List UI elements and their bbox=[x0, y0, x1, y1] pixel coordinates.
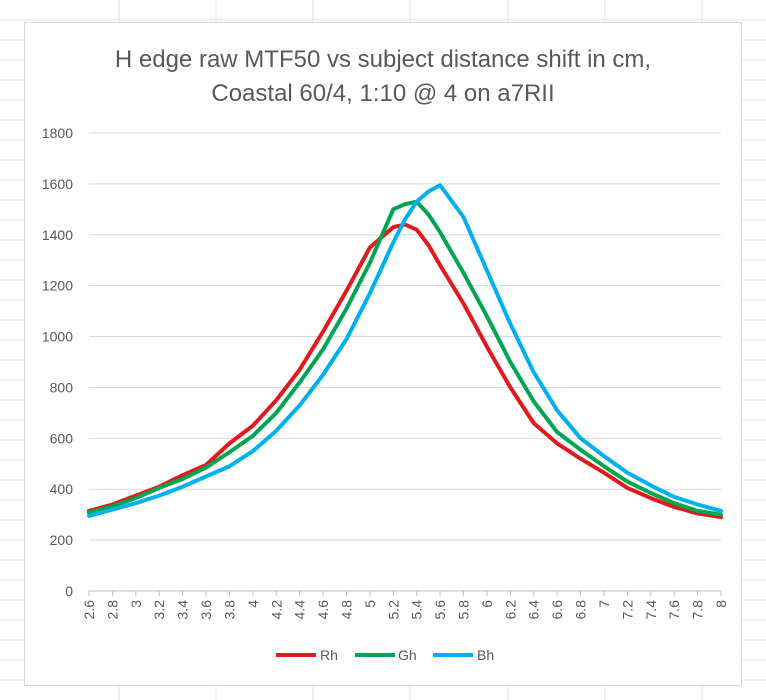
x-tick-label: 4 bbox=[245, 600, 261, 608]
x-tick-label: 4.6 bbox=[315, 600, 331, 620]
y-tick-label: 800 bbox=[50, 379, 74, 395]
x-tick-label: 5.6 bbox=[432, 600, 448, 620]
series-line-rh bbox=[87, 222, 723, 520]
x-tick-label: 2.8 bbox=[104, 600, 120, 620]
x-axis-tick-labels: 2.6 2.8 3 3.2 3.4 3.6 3.8 4 4.2 4.4 4.6 4.8 5 5.2 5.4 5… bbox=[81, 591, 729, 619]
y-tick-label: 1400 bbox=[42, 227, 73, 243]
chart-title-line-2: Coastal 60/4, 1:10 @ 4 on a7RII bbox=[211, 80, 554, 107]
y-tick-label: 1600 bbox=[42, 176, 73, 192]
x-tick-label: 3.2 bbox=[151, 600, 167, 620]
x-tick-label: 2.6 bbox=[81, 600, 97, 620]
x-tick-label: 6.8 bbox=[573, 600, 589, 620]
horizontal-gridlines bbox=[89, 132, 721, 592]
x-tick-label: 5 bbox=[362, 600, 378, 608]
y-tick-label: 1800 bbox=[42, 125, 73, 141]
legend-label-rh: Rh bbox=[320, 647, 338, 663]
y-tick-label: 1200 bbox=[42, 278, 73, 294]
x-tick-label: 5.4 bbox=[409, 600, 425, 620]
x-tick-label: 7 bbox=[596, 600, 612, 608]
legend-label-bh: Bh bbox=[477, 647, 494, 663]
x-tick-label: 6 bbox=[479, 600, 495, 608]
x-tick-label: 3 bbox=[128, 600, 144, 608]
y-tick-label: 200 bbox=[50, 532, 74, 548]
legend: Rh Gh Bh bbox=[276, 647, 494, 663]
x-tick-label: 7.8 bbox=[690, 600, 706, 620]
chart-title-line-1: H edge raw MTF50 vs subject distance shi… bbox=[115, 46, 651, 73]
x-tick-label: 7.6 bbox=[666, 600, 682, 620]
y-tick-label: 0 bbox=[65, 583, 73, 599]
y-tick-label: 600 bbox=[50, 430, 74, 446]
x-tick-label: 6.6 bbox=[549, 600, 565, 620]
x-tick-label: 6.2 bbox=[502, 600, 518, 620]
y-axis-tick-labels: 0 200 400 600 800 1000 1200 1400 1600 1800 bbox=[42, 125, 73, 599]
x-tick-label: 7.2 bbox=[619, 600, 635, 620]
x-tick-label: 3.4 bbox=[175, 600, 191, 620]
series-lines bbox=[87, 183, 723, 520]
x-tick-label: 8 bbox=[713, 600, 729, 608]
y-tick-label: 1000 bbox=[42, 329, 73, 345]
y-tick-label: 400 bbox=[50, 481, 74, 497]
x-tick-label: 4.8 bbox=[338, 600, 354, 620]
x-tick-label: 3.8 bbox=[221, 600, 237, 620]
x-tick-label: 3.6 bbox=[198, 600, 214, 620]
series-line-gh bbox=[87, 199, 723, 517]
series-line-bh bbox=[87, 183, 723, 518]
x-tick-label: 4.2 bbox=[268, 600, 284, 620]
x-tick-label: 4.4 bbox=[292, 600, 308, 620]
x-tick-label: 5.2 bbox=[385, 600, 401, 620]
x-tick-label: 6.4 bbox=[526, 600, 542, 620]
x-tick-label: 7.4 bbox=[643, 600, 659, 620]
legend-label-gh: Gh bbox=[398, 647, 417, 663]
x-tick-label: 5.8 bbox=[456, 600, 472, 620]
